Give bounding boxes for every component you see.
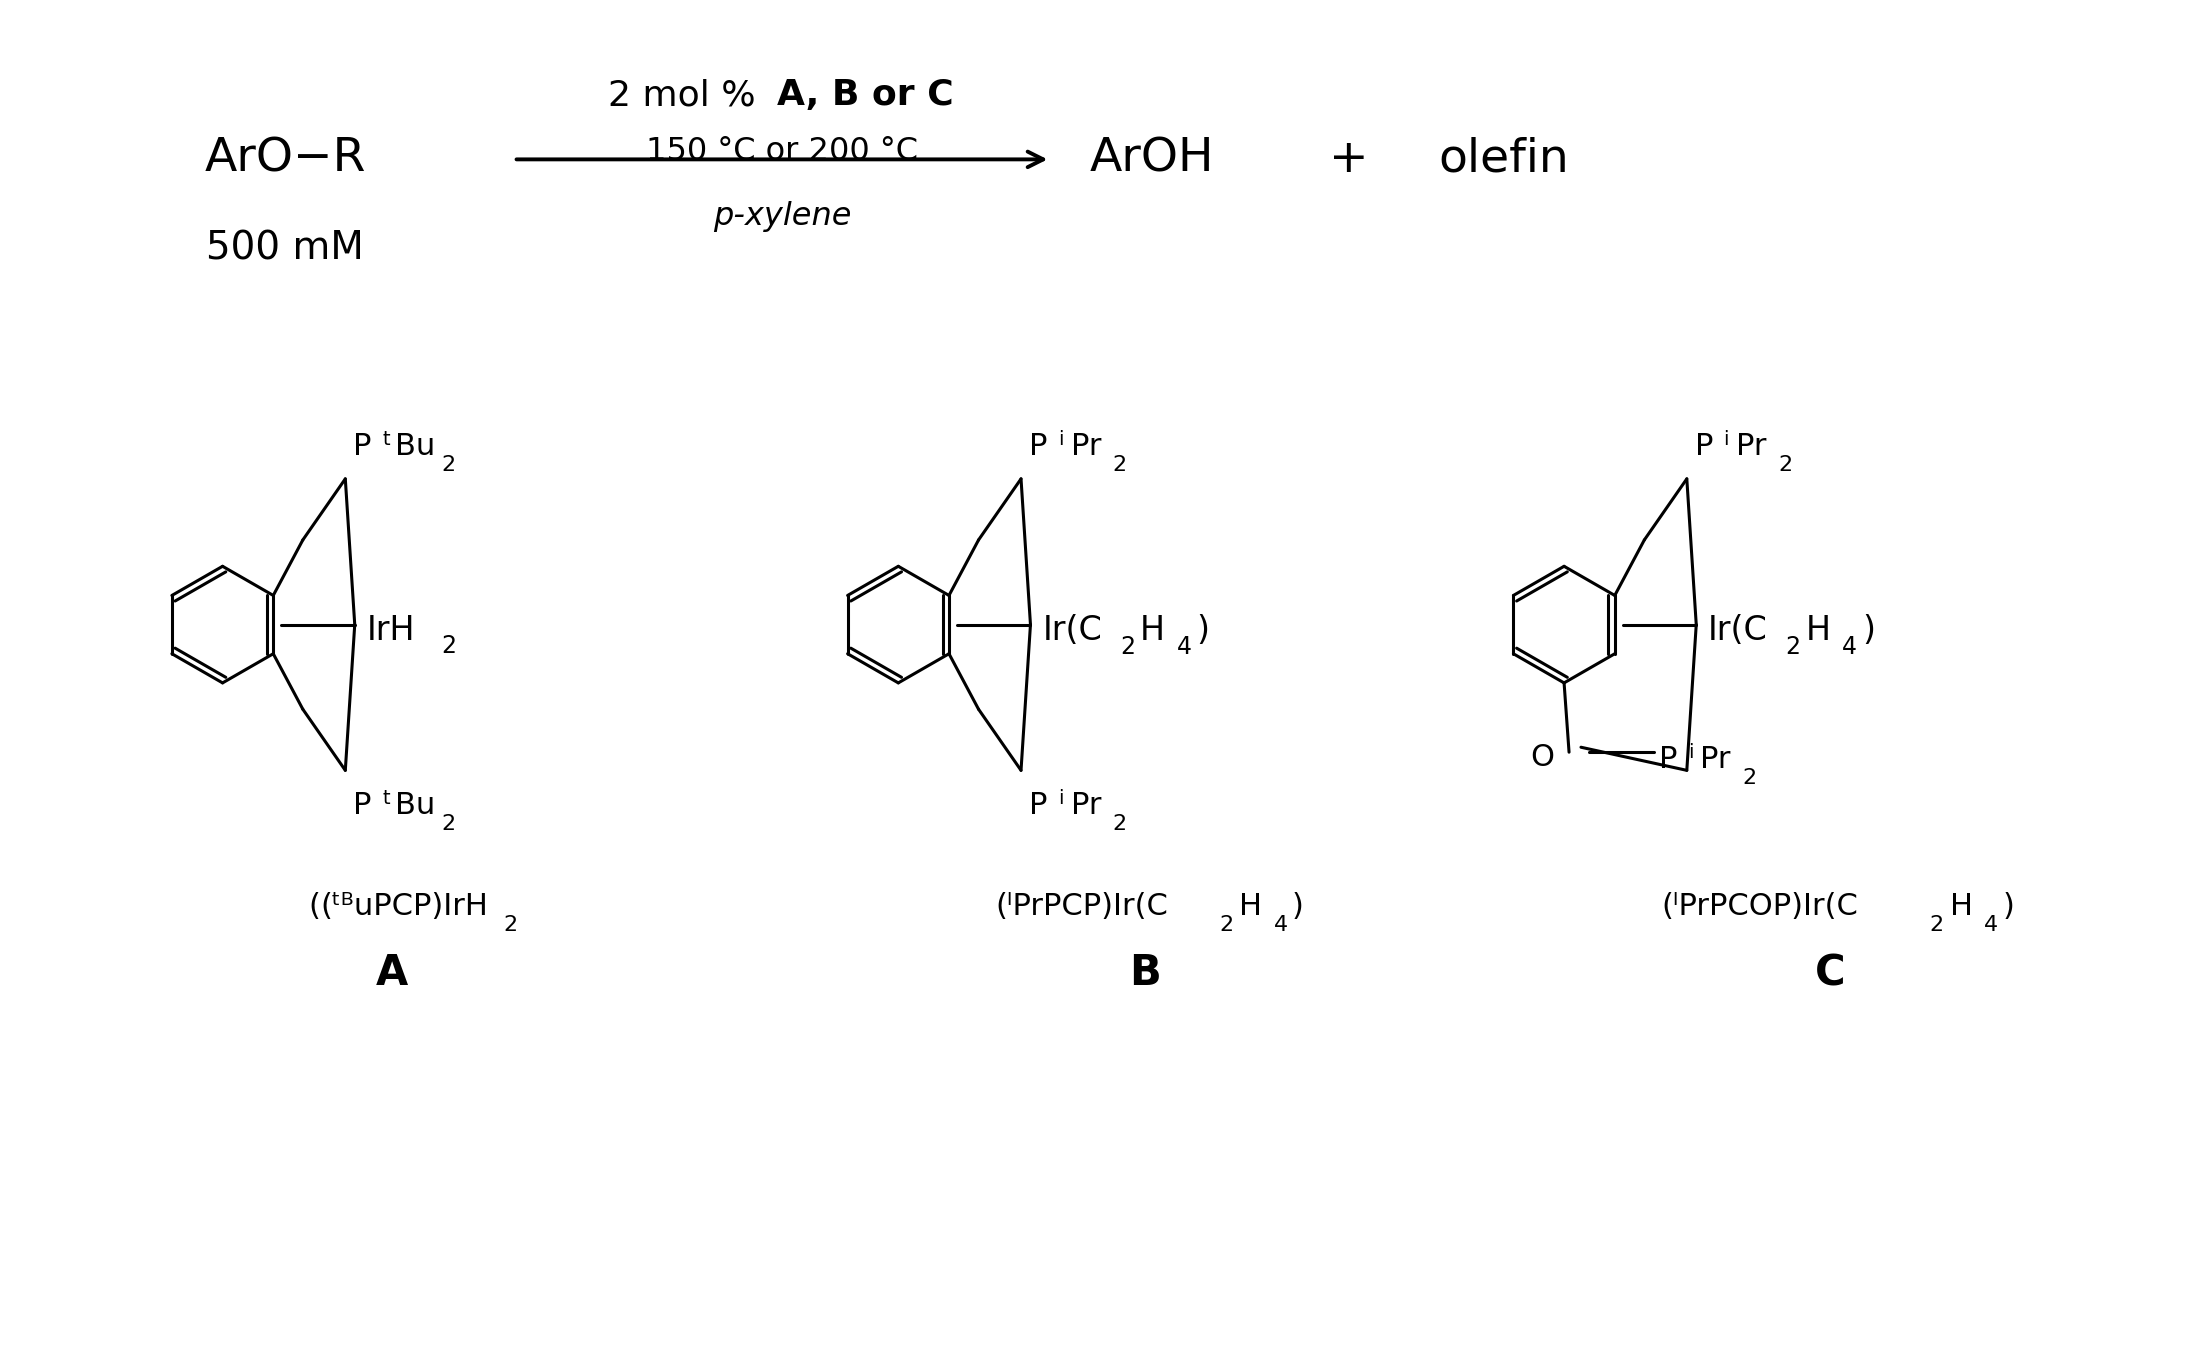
Text: i: i <box>1057 788 1064 807</box>
Text: t: t <box>382 788 391 807</box>
Text: H: H <box>1949 892 1973 921</box>
Text: 4: 4 <box>1176 636 1192 659</box>
Text: P: P <box>1028 432 1048 461</box>
Text: 2: 2 <box>503 915 519 936</box>
Text: 4: 4 <box>1273 915 1289 936</box>
Text: t: t <box>382 430 391 449</box>
Text: 4: 4 <box>1984 915 2000 936</box>
Text: (ᴵPrPCP)Ir(C: (ᴵPrPCP)Ir(C <box>995 892 1168 921</box>
Text: Pr: Pr <box>1737 432 1768 461</box>
Text: A, B or C: A, B or C <box>777 78 953 112</box>
Text: ArO−R: ArO−R <box>205 136 366 181</box>
Text: (ᴵPrPCOP)Ir(C: (ᴵPrPCOP)Ir(C <box>1662 892 1858 921</box>
Text: 2: 2 <box>1779 454 1792 475</box>
Text: ): ) <box>1291 892 1304 921</box>
Text: (ᵗᴮuPCP)IrH: (ᵗᴮuPCP)IrH <box>320 892 488 921</box>
Text: Pr: Pr <box>1070 432 1101 461</box>
Text: olefin: olefin <box>1439 136 1569 181</box>
Text: 2: 2 <box>1119 636 1134 659</box>
Text: 2: 2 <box>441 454 457 475</box>
Text: H: H <box>1139 614 1165 647</box>
Text: Pr: Pr <box>1070 791 1101 820</box>
Text: A: A <box>375 952 408 994</box>
Text: H: H <box>1805 614 1830 647</box>
Text: 2: 2 <box>1112 454 1126 475</box>
Text: 2: 2 <box>441 814 457 833</box>
Text: B: B <box>1128 952 1161 994</box>
Text: i: i <box>1688 743 1693 762</box>
Text: P: P <box>353 432 371 461</box>
Text: i: i <box>1057 430 1064 449</box>
Text: 2: 2 <box>1218 915 1234 936</box>
Text: 2: 2 <box>1741 768 1757 788</box>
Text: +: + <box>1329 136 1368 181</box>
Text: 2 mol %: 2 mol % <box>607 78 768 112</box>
Text: Ir(C: Ir(C <box>1042 614 1101 647</box>
Text: P: P <box>1028 791 1048 820</box>
Text: IrH: IrH <box>366 614 415 647</box>
Text: O: O <box>1529 742 1554 772</box>
Text: 2: 2 <box>1929 915 1944 936</box>
Text: Pr: Pr <box>1699 745 1730 773</box>
Text: P: P <box>353 791 371 820</box>
Text: 2: 2 <box>441 634 457 659</box>
Text: H: H <box>1238 892 1262 921</box>
Text: 150 °C or 200 °C: 150 °C or 200 °C <box>647 136 918 166</box>
Text: Bu: Bu <box>395 791 435 820</box>
Text: p-xylene: p-xylene <box>713 202 852 232</box>
Text: 2: 2 <box>1785 636 1801 659</box>
Text: (: ( <box>309 892 320 921</box>
Text: 4: 4 <box>1843 636 1858 659</box>
Text: P: P <box>1695 432 1713 461</box>
Text: C: C <box>1814 952 1845 994</box>
Text: ArOH: ArOH <box>1090 136 1214 181</box>
Text: 500 mM: 500 mM <box>205 229 364 267</box>
Text: P: P <box>1660 745 1677 773</box>
Text: 2: 2 <box>1112 814 1126 833</box>
Text: ): ) <box>1863 614 1876 647</box>
Text: ): ) <box>2002 892 2015 921</box>
Text: Bu: Bu <box>395 432 435 461</box>
Text: i: i <box>1724 430 1728 449</box>
Text: Ir(C: Ir(C <box>1708 614 1768 647</box>
Text: ): ) <box>1196 614 1209 647</box>
